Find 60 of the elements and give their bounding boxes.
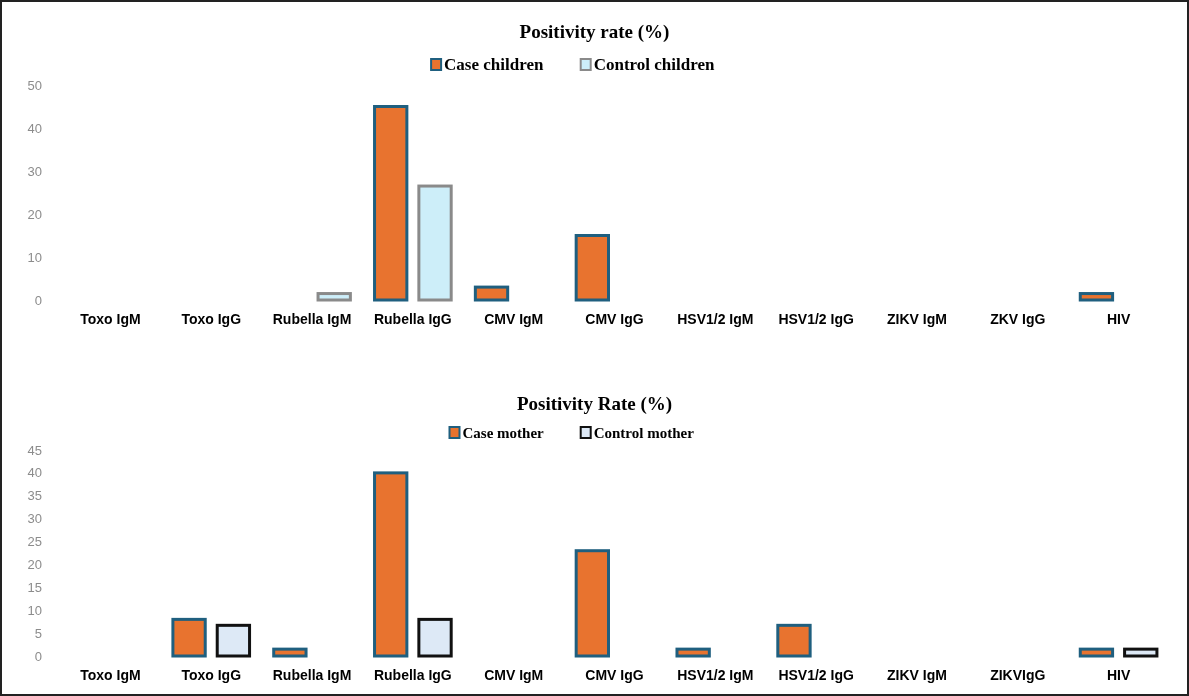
x-tick-label: CMV IgM bbox=[484, 667, 544, 683]
bar bbox=[272, 647, 308, 658]
y-tick-label: 40 bbox=[27, 465, 42, 481]
x-tick-label: Rubella IgG bbox=[373, 667, 452, 683]
bar bbox=[574, 549, 610, 658]
bar bbox=[1078, 647, 1115, 658]
bar bbox=[215, 623, 252, 658]
bar bbox=[675, 647, 711, 658]
x-tick-label: Rubella IgM bbox=[272, 667, 352, 683]
y-tick-label: 45 bbox=[27, 442, 42, 458]
legend-label: Control children bbox=[593, 55, 715, 74]
bar bbox=[776, 623, 812, 658]
x-tick-label: HSV1/2 IgM bbox=[677, 667, 754, 683]
legend-label: Case children bbox=[444, 55, 544, 74]
bar bbox=[373, 105, 409, 302]
x-tick-label: Toxo IgG bbox=[181, 311, 242, 327]
y-tick-label: 30 bbox=[27, 163, 42, 179]
x-tick-label: CMV IgG bbox=[585, 311, 644, 327]
x-tick-label: HSV1/2 IgG bbox=[778, 667, 854, 683]
y-tick-label: 40 bbox=[27, 120, 42, 136]
legend-label: Control mother bbox=[593, 425, 695, 441]
y-tick-label: 25 bbox=[27, 534, 42, 550]
y-tick-label: 35 bbox=[27, 488, 42, 504]
x-tick-label: ZIKV IgM bbox=[887, 667, 947, 683]
legend-label: Case mother bbox=[462, 425, 545, 441]
bar bbox=[1123, 647, 1159, 658]
bar bbox=[1078, 292, 1115, 302]
bar bbox=[574, 234, 610, 302]
chart-title: Positivity rate (%) bbox=[519, 21, 670, 43]
y-tick-label: 5 bbox=[34, 625, 42, 641]
y-tick-label: 20 bbox=[27, 206, 42, 222]
x-tick-label: ZIKV IgM bbox=[887, 311, 947, 327]
y-tick-label: 30 bbox=[27, 511, 42, 527]
x-tick-label: CMV IgM bbox=[484, 311, 544, 327]
x-tick-label: ZKV IgG bbox=[990, 311, 1046, 327]
chart-title: Positivity Rate (%) bbox=[516, 393, 673, 415]
y-tick-label: 0 bbox=[34, 648, 42, 664]
x-tick-label: Rubella IgM bbox=[272, 311, 352, 327]
x-tick-label: Toxo IgG bbox=[181, 667, 242, 683]
bar bbox=[373, 471, 409, 658]
x-tick-label: Rubella IgG bbox=[373, 311, 452, 327]
x-tick-label: HSV1/2 IgG bbox=[778, 311, 854, 327]
x-tick-label: Toxo IgM bbox=[80, 667, 141, 683]
y-tick-label: 20 bbox=[27, 556, 42, 572]
bar bbox=[171, 617, 207, 658]
y-tick-label: 10 bbox=[27, 602, 42, 618]
bar bbox=[473, 285, 510, 302]
y-tick-label: 15 bbox=[27, 579, 42, 595]
x-tick-label: HIV bbox=[1106, 667, 1131, 683]
bar bbox=[316, 292, 352, 302]
x-tick-label: CMV IgG bbox=[585, 667, 644, 683]
bar bbox=[417, 617, 453, 658]
x-tick-label: HSV1/2 IgM bbox=[677, 311, 754, 327]
y-tick-label: 10 bbox=[27, 249, 42, 265]
x-tick-label: HIV bbox=[1106, 311, 1131, 327]
x-tick-label: ZIKVIgG bbox=[990, 667, 1046, 683]
x-tick-label: Toxo IgM bbox=[80, 311, 141, 327]
y-tick-label: 50 bbox=[27, 77, 42, 93]
y-tick-label: 0 bbox=[34, 292, 42, 308]
bar bbox=[417, 184, 453, 302]
